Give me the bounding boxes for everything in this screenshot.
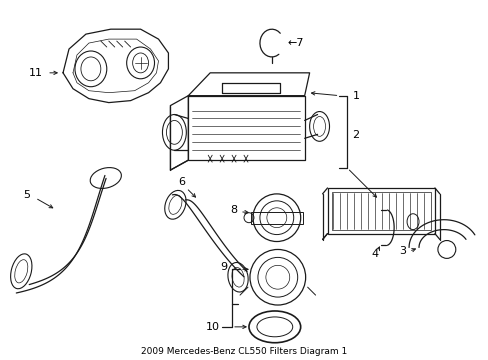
Text: 1: 1 (352, 91, 359, 101)
Bar (331, 192, 430, 230)
Bar (250, 212, 302, 224)
Text: ←7: ←7 (287, 38, 304, 48)
Text: 10: 10 (206, 322, 220, 332)
Text: 8: 8 (230, 205, 237, 215)
Text: 4: 4 (370, 249, 378, 260)
Text: 11: 11 (29, 68, 43, 78)
Text: 9: 9 (220, 262, 227, 272)
Bar (327, 188, 434, 234)
Text: 5: 5 (23, 190, 30, 200)
Text: 2009 Mercedes-Benz CL550 Filters Diagram 1: 2009 Mercedes-Benz CL550 Filters Diagram… (141, 347, 346, 356)
Text: 3: 3 (398, 247, 406, 256)
Text: 2: 2 (352, 130, 359, 140)
Text: 6: 6 (178, 177, 185, 187)
